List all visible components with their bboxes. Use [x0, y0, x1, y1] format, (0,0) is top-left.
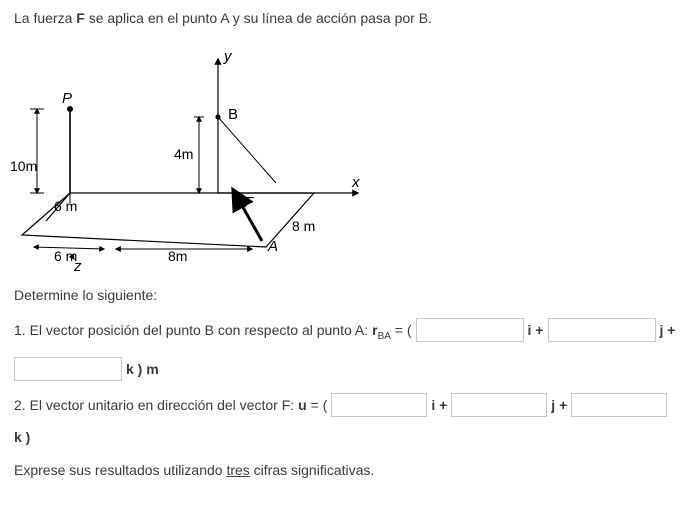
- b-label: B: [228, 106, 238, 123]
- q1-prefix: 1. El vector posición del punto B con re…: [14, 320, 368, 341]
- q1-j: j +: [660, 320, 676, 341]
- q2-k: k ): [14, 427, 30, 448]
- a-label: A: [267, 238, 278, 255]
- intro-suffix: se aplica en el punto A y su línea de ac…: [85, 10, 432, 26]
- intro-text: La fuerza F se aplica en el punto A y su…: [14, 8, 686, 29]
- dim-4m-label: 4m: [174, 146, 193, 162]
- diagram-figure: y x z P B 4m 10m 6 m 6 m 8m 8 m A F: [8, 35, 368, 275]
- force-symbol: F: [76, 10, 85, 26]
- q2-input-j[interactable]: [451, 393, 547, 417]
- q2-j: j +: [551, 395, 567, 416]
- q1-i: i +: [528, 320, 544, 341]
- q2-input-i[interactable]: [331, 393, 427, 417]
- q1-k: k ) m: [126, 359, 159, 380]
- question-2: 2. El vector unitario en dirección del v…: [14, 393, 686, 448]
- diagram-svg: y x z P B 4m 10m 6 m 6 m 8m 8 m A F: [8, 35, 368, 275]
- q1-sym: rBA = (: [372, 320, 411, 344]
- dim-10m-label: 10m: [10, 158, 37, 174]
- q1-input-j[interactable]: [548, 318, 656, 342]
- dim-6m-b-label: 6 m: [54, 248, 77, 264]
- note-ul: tres: [226, 462, 249, 478]
- q2-input-k[interactable]: [571, 393, 667, 417]
- f-label: F: [244, 194, 254, 211]
- intro-prefix: La fuerza: [14, 10, 76, 26]
- q1-input-i[interactable]: [416, 318, 524, 342]
- x-axis-label: x: [351, 174, 360, 191]
- q2-i: i +: [431, 395, 447, 416]
- y-axis-label: y: [223, 48, 233, 65]
- q2-prefix: 2. El vector unitario en dirección del v…: [14, 395, 294, 416]
- line-of-action-upper: [218, 117, 276, 183]
- section-title: Determine lo siguiente:: [14, 285, 686, 306]
- note: Exprese sus resultados utilizando tres c…: [14, 460, 686, 481]
- p-label: P: [62, 90, 72, 107]
- dim-8m-b-label: 8 m: [292, 218, 315, 234]
- q2-sym: u = (: [298, 395, 327, 416]
- note-post: cifras significativas.: [250, 462, 374, 478]
- note-pre: Exprese sus resultados utilizando: [14, 462, 226, 478]
- question-1: 1. El vector posición del punto B con re…: [14, 318, 686, 381]
- q1-input-k[interactable]: [14, 357, 122, 381]
- dim-8m-a-label: 8m: [168, 248, 187, 264]
- dim-6m-a-label: 6 m: [54, 198, 77, 214]
